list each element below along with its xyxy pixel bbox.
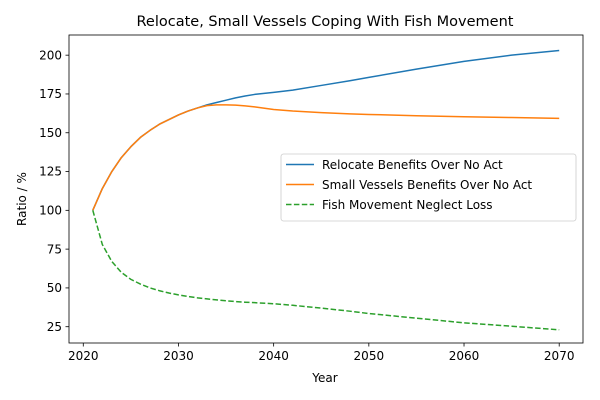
legend-box (280, 153, 577, 222)
x-axis-title: Year (311, 371, 337, 385)
plot-frame (68, 34, 584, 344)
y-tick-label: 150 (39, 126, 62, 140)
y-tick-label: 100 (39, 204, 62, 218)
x-tick-label: 2050 (354, 349, 385, 363)
y-tick-label: 175 (39, 87, 62, 101)
y-tick-label: 75 (47, 242, 62, 256)
x-tick-label: 2040 (258, 349, 289, 363)
plot-area: 2020 2030 2040 2050 2060 2070 25 50 75 100 125 150 1… (39, 34, 584, 363)
y-tick-label: 25 (47, 320, 62, 334)
series-line-3 (92, 210, 560, 331)
legend-label-1: Relocate Benefits Over No Act (322, 158, 503, 172)
y-tick-label: 125 (39, 165, 62, 179)
legend-label-3: Fish Movement Neglect Loss (322, 198, 493, 212)
y-tick-label: 200 (39, 48, 62, 62)
chart-title: Relocate, Small Vessels Coping With Fish… (137, 14, 514, 30)
legend-label-2: Small Vessels Benefits Over No Act (322, 178, 532, 192)
x-tick-label: 2060 (449, 349, 480, 363)
series-line-2 (92, 104, 560, 211)
x-tick-label: 2070 (544, 349, 575, 363)
x-tick-label: 2020 (68, 349, 99, 363)
x-tick-label: 2030 (163, 349, 194, 363)
y-axis-title: Ratio / % (15, 172, 29, 226)
y-tick-label: 50 (47, 281, 62, 295)
